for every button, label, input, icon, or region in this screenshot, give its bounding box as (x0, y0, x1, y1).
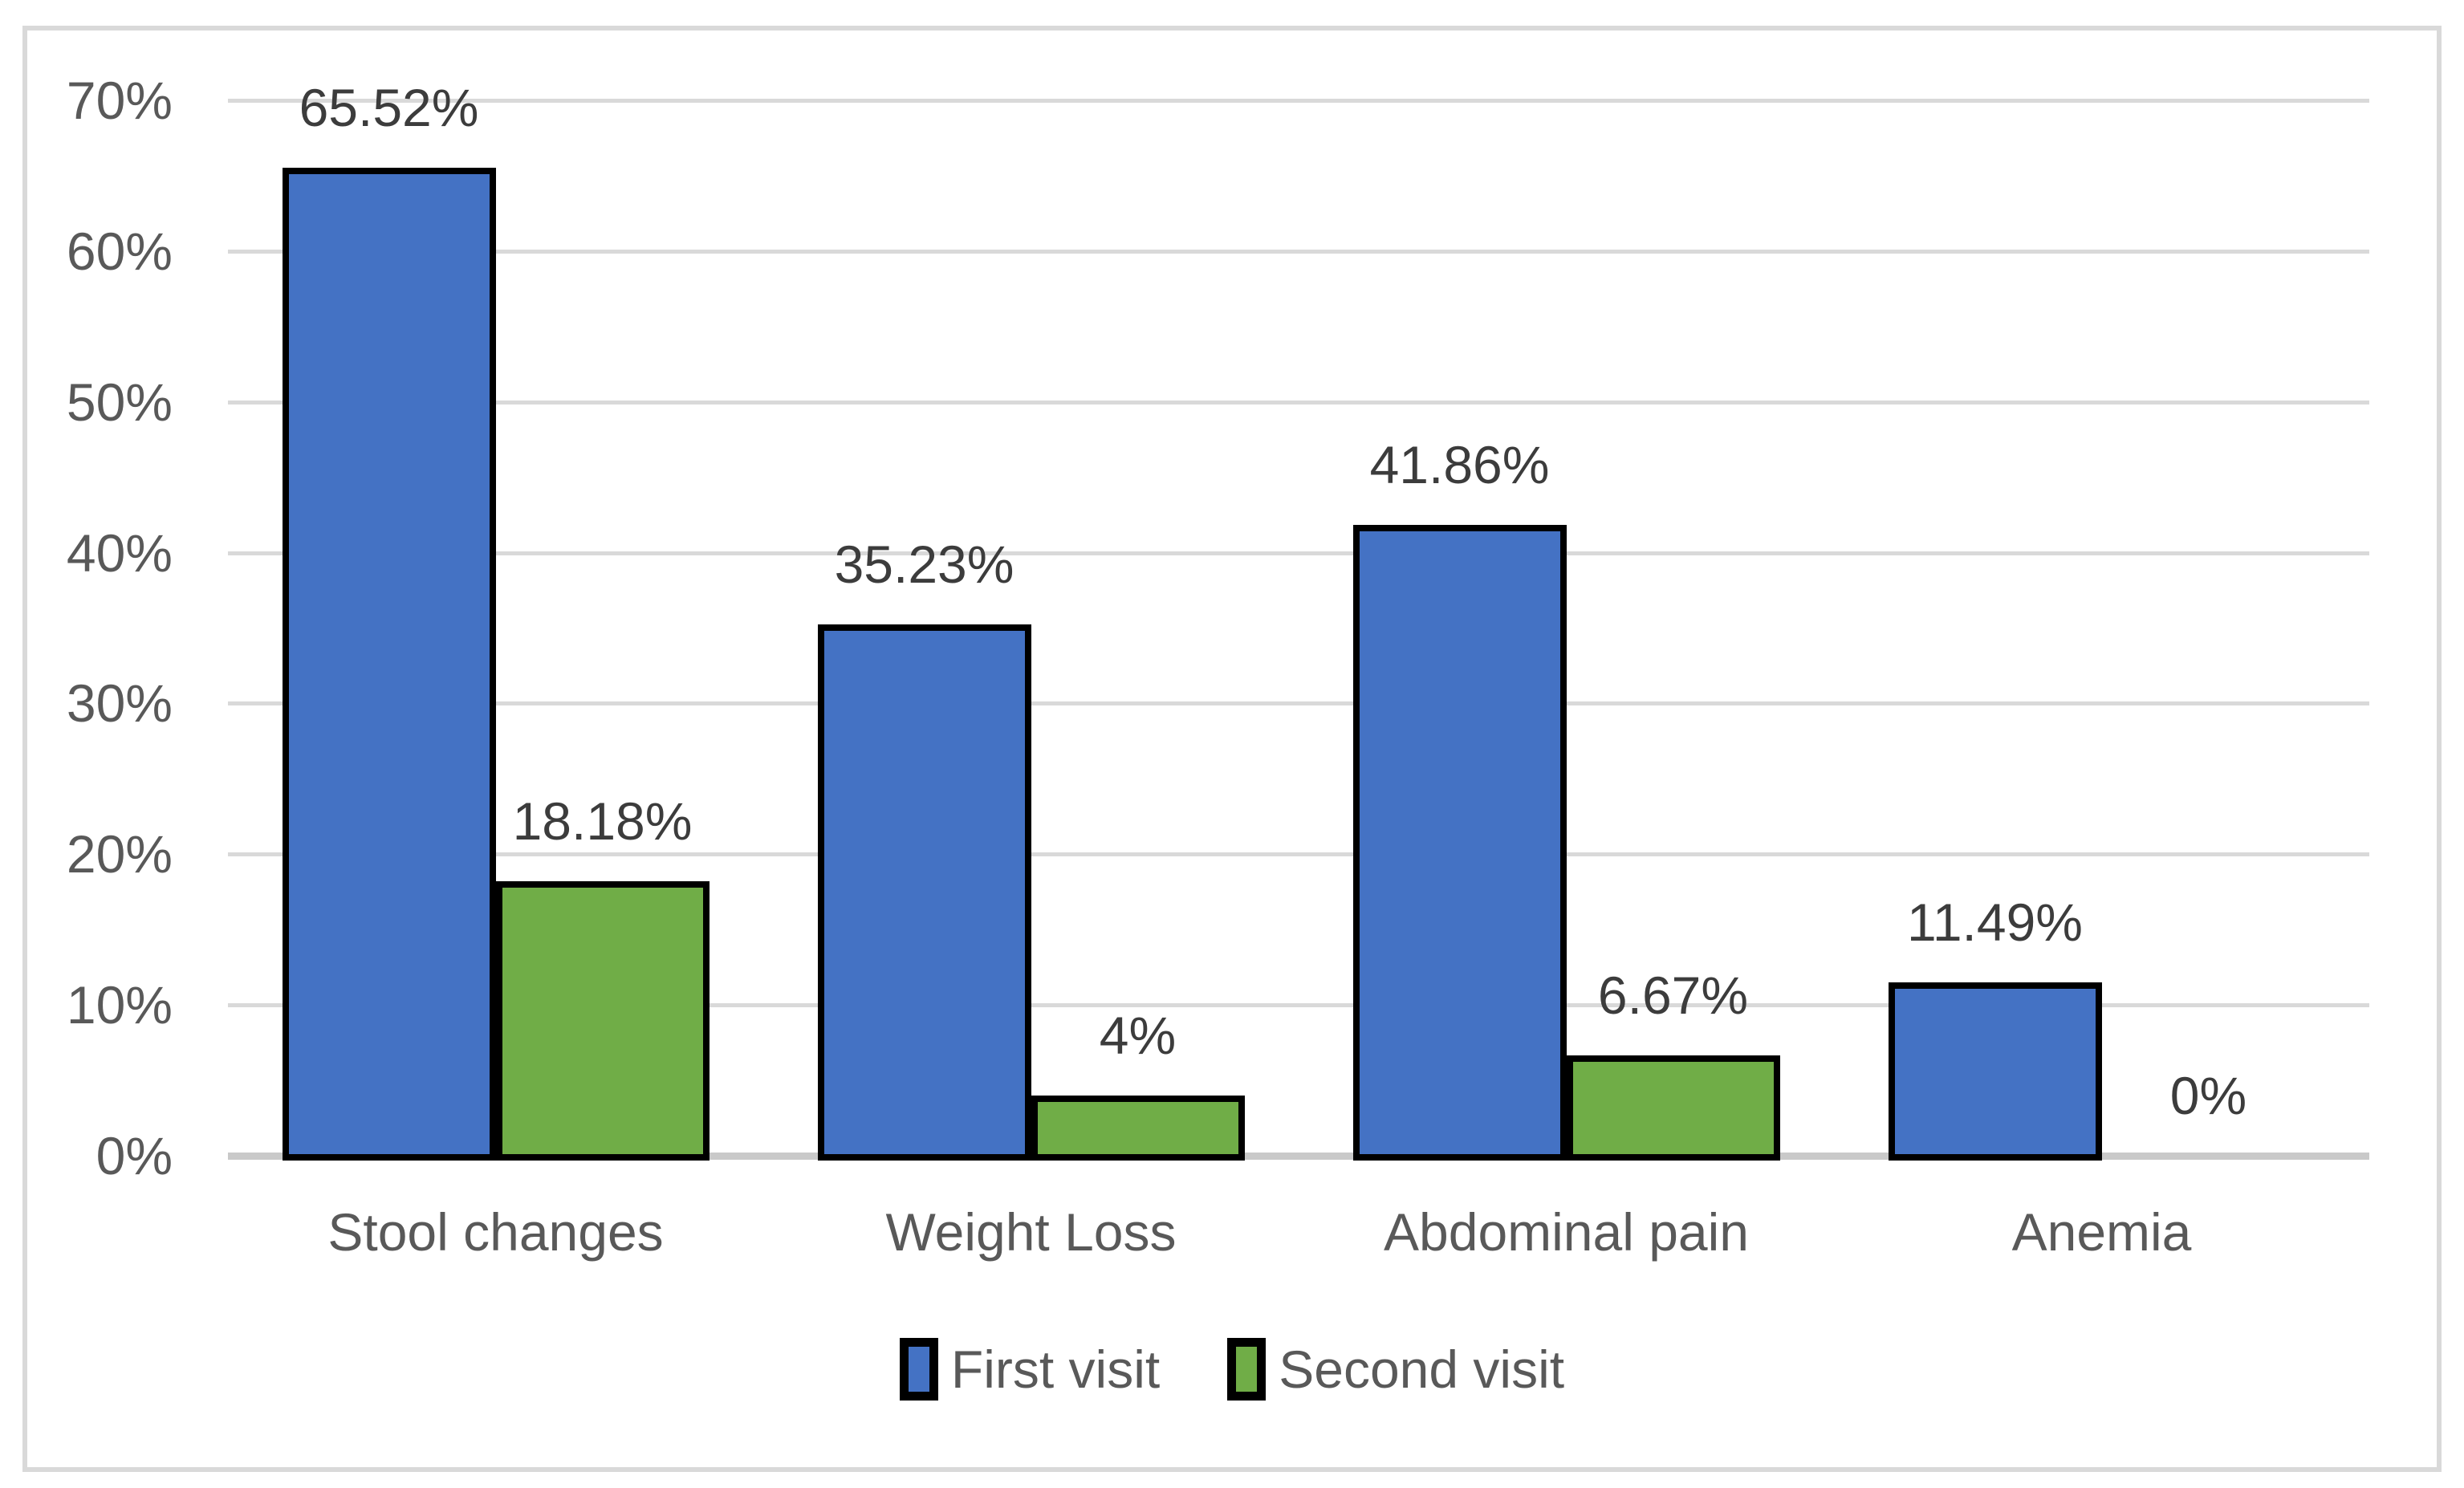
y-gridline (228, 701, 2369, 706)
y-axis-tick-label: 20% (66, 824, 173, 884)
data-label: 65.52% (299, 78, 479, 138)
legend-item-first-visit: First visit (899, 1338, 1161, 1401)
legend: First visit Second visit (0, 1336, 2464, 1403)
bar-first-visit (817, 624, 1031, 1161)
data-label: 6.67% (1597, 965, 1749, 1025)
data-label: 18.18% (512, 791, 693, 852)
data-label: 35.23% (834, 535, 1014, 595)
y-axis-tick-label: 50% (66, 372, 173, 432)
bar-first-visit (1352, 524, 1567, 1161)
x-axis-category-label: Abdominal pain (1384, 1202, 1749, 1262)
y-gridline (228, 249, 2369, 254)
y-axis-tick-label: 60% (66, 221, 173, 281)
legend-label: First visit (950, 1340, 1161, 1399)
y-gridline (228, 551, 2369, 555)
y-axis-tick-label: 10% (66, 975, 173, 1035)
bar-second-visit (495, 881, 710, 1161)
y-gridline (228, 400, 2369, 405)
bar-first-visit (282, 168, 496, 1161)
data-label: 11.49% (1907, 892, 2083, 953)
legend-label: Second visit (1279, 1340, 1565, 1399)
legend-item-second-visit: Second visit (1227, 1338, 1564, 1401)
legend-swatch-icon (1227, 1338, 1267, 1401)
y-gridline (228, 99, 2369, 103)
y-gridline (228, 1003, 2369, 1008)
data-label: 0% (2169, 1066, 2247, 1125)
legend-swatch-icon (899, 1338, 938, 1401)
bar-first-visit (1888, 982, 2102, 1161)
y-gridline (228, 852, 2369, 857)
y-axis-tick-label: 30% (66, 673, 173, 734)
x-axis-category-label: Stool changes (327, 1202, 664, 1262)
y-axis-tick-label: 0% (96, 1126, 173, 1185)
x-axis-category-label: Anemia (2011, 1202, 2192, 1262)
x-axis-line (228, 1153, 2369, 1160)
bar-second-visit (1031, 1095, 1245, 1161)
y-axis-tick-label: 70% (66, 71, 173, 130)
y-axis-tick-label: 40% (66, 522, 173, 583)
data-label: 4% (1099, 1005, 1177, 1065)
data-label: 41.86% (1369, 434, 1550, 494)
bar-second-visit (1566, 1055, 1780, 1161)
x-axis-category-label: Weight Loss (885, 1202, 1177, 1262)
